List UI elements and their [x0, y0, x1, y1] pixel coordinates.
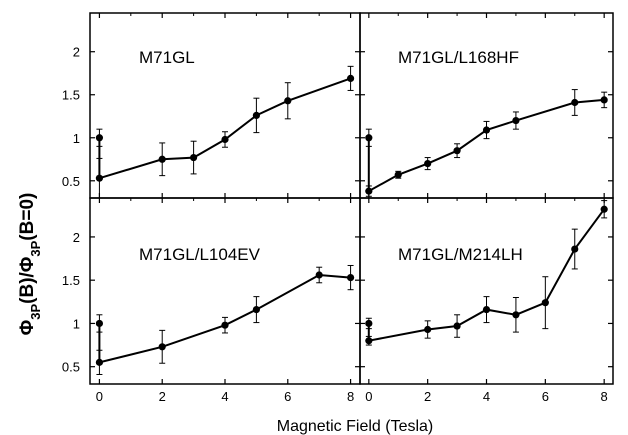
data-point: [365, 320, 372, 327]
data-point: [601, 206, 608, 213]
y-tick-label: 2: [73, 45, 80, 60]
x-tick-label: 2: [159, 389, 166, 404]
data-point: [347, 274, 354, 281]
panel-m71gl-m214lh: 0 2 4 6 8 M71GL/M214LH: [360, 198, 613, 404]
series-line: [99, 78, 350, 178]
y-tick-label: 1.5: [62, 273, 80, 288]
y-tick-label: 1.5: [62, 88, 80, 103]
data-point: [483, 306, 490, 313]
y-tick-label: 0.5: [62, 174, 80, 189]
data-point: [483, 126, 490, 133]
data-point: [96, 359, 103, 366]
panels-group: 0.5 1 1.5 2 M71GL M71GL/L168HF 0.5 1 1.5 2 0 2 4 6 8 M7…: [62, 13, 613, 404]
y-tick-label: 0.5: [62, 360, 80, 375]
data-point: [542, 299, 549, 306]
data-point: [159, 343, 166, 350]
x-tick-label: 0: [96, 389, 103, 404]
x-tick-label: 2: [424, 389, 431, 404]
y-axis-subscript-2: 3P: [28, 240, 43, 256]
y-axis-arg-1: (B)/: [17, 271, 38, 303]
y-axis-phi-2: Φ: [17, 256, 38, 272]
data-point: [284, 97, 291, 104]
y-axis-subscript-1: 3P: [28, 304, 43, 320]
x-tick-label: 4: [483, 389, 490, 404]
x-tick-label: 6: [542, 389, 549, 404]
data-point: [512, 311, 519, 318]
y-axis-arg-2: (B=0): [17, 193, 38, 241]
panel-label: M71GL/L168HF: [398, 48, 519, 67]
data-point: [365, 134, 372, 141]
x-axis-title: Magnetic Field (Tesla): [277, 418, 434, 435]
data-point: [571, 99, 578, 106]
panel-label: M71GL/M214LH: [398, 245, 523, 264]
data-point: [221, 136, 228, 143]
x-tick-label: 8: [601, 389, 608, 404]
data-point: [571, 245, 578, 252]
data-point: [365, 337, 372, 344]
data-point: [395, 171, 402, 178]
y-axis-phi-1: Φ: [17, 319, 38, 335]
data-point: [96, 134, 103, 141]
data-point: [453, 322, 460, 329]
panel-m71gl: 0.5 1 1.5 2 M71GL: [62, 13, 360, 198]
data-point: [253, 306, 260, 313]
panel-label: M71GL/L104EV: [139, 245, 261, 264]
panel-frame: [90, 13, 360, 198]
panel-frame: [90, 198, 360, 384]
panel-m71gl-l104ev: 0.5 1 1.5 2 0 2 4 6 8 M71GL/L104EV: [62, 198, 360, 404]
data-point: [601, 96, 608, 103]
data-point: [253, 112, 260, 119]
x-tick-label: 6: [284, 389, 291, 404]
series-line: [369, 100, 604, 191]
panel-frame: [360, 198, 613, 384]
data-point: [424, 160, 431, 167]
x-tick-label: 4: [221, 389, 228, 404]
svg-text:Φ3P(B)/Φ3P(B=0): Φ3P(B)/Φ3P(B=0): [17, 193, 43, 336]
data-point: [365, 188, 372, 195]
data-point: [512, 117, 519, 124]
y-tick-label: 1: [73, 316, 80, 331]
data-point: [190, 154, 197, 161]
data-point: [316, 271, 323, 278]
data-point: [96, 320, 103, 327]
y-tick-label: 1: [73, 131, 80, 146]
x-tick-label: 8: [347, 389, 354, 404]
panel-m71gl-l168hf: M71GL/L168HF: [360, 13, 613, 198]
panel-label: M71GL: [139, 48, 195, 67]
data-point: [221, 322, 228, 329]
data-point: [96, 175, 103, 182]
y-tick-label: 2: [73, 230, 80, 245]
data-point: [347, 75, 354, 82]
data-point: [453, 147, 460, 154]
x-tick-label: 0: [365, 389, 372, 404]
data-point: [159, 156, 166, 163]
data-point: [424, 326, 431, 333]
y-axis-title: Φ3P(B)/Φ3P(B=0): [17, 193, 43, 336]
